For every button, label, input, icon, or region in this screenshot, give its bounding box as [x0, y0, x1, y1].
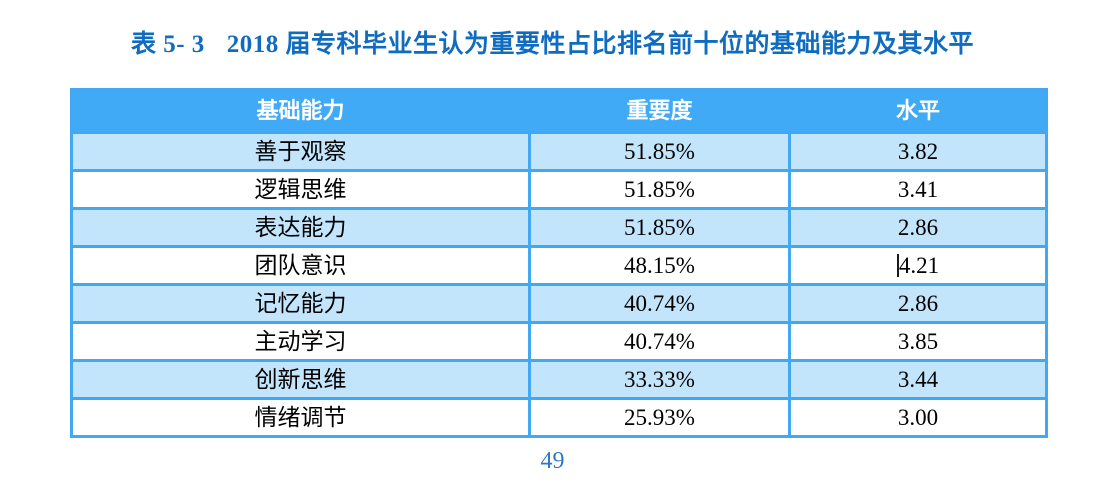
cell-ability[interactable]: 善于观察 — [73, 134, 531, 169]
cell-ability[interactable]: 团队意识 — [73, 248, 531, 283]
cell-level[interactable]: 3.82 — [897, 139, 939, 164]
cell-level[interactable]: 3.44 — [897, 367, 939, 392]
cell-ability[interactable]: 主动学习 — [73, 324, 531, 359]
cell-importance[interactable]: 51.85% — [531, 134, 791, 169]
cell-level[interactable]: 2.86 — [897, 291, 939, 316]
table-caption: 表 5- 3 2018 届专科毕业生认为重要性占比排名前十位的基础能力及其水平 — [0, 24, 1105, 60]
table-row: 创新思维 33.33% 3.44 — [73, 359, 1045, 397]
cell-level[interactable]: 3.85 — [897, 329, 939, 354]
ability-table: 基础能力 重要度 水平 善于观察 51.85% 3.82 逻辑思维 51.85% 3.41… — [70, 88, 1048, 438]
column-header-importance[interactable]: 重要度 — [626, 98, 693, 123]
cell-ability[interactable]: 表达能力 — [73, 210, 531, 245]
table-body: 善于观察 51.85% 3.82 逻辑思维 51.85% 3.41 表达能力 51.85% 2.… — [73, 131, 1045, 435]
table-row: 善于观察 51.85% 3.82 — [73, 131, 1045, 169]
table-row: 记忆能力 40.74% 2.86 — [73, 283, 1045, 321]
table-header-row: 基础能力 重要度 水平 — [73, 91, 1045, 131]
cell-level[interactable]: 3.00 — [897, 405, 939, 430]
table-row: 情绪调节 25.93% 3.00 — [73, 397, 1045, 435]
cell-ability[interactable]: 情绪调节 — [73, 400, 531, 435]
text-cursor — [896, 254, 899, 278]
column-header-ability[interactable]: 基础能力 — [256, 98, 345, 123]
cell-ability[interactable]: 记忆能力 — [73, 286, 531, 321]
cell-importance[interactable]: 33.33% — [531, 362, 791, 397]
table-row: 逻辑思维 51.85% 3.41 — [73, 169, 1045, 207]
cell-level[interactable]: 3.41 — [897, 177, 939, 202]
table-row: 表达能力 51.85% 2.86 — [73, 207, 1045, 245]
page-number: 49 — [540, 448, 565, 474]
cell-importance[interactable]: 51.85% — [531, 172, 791, 207]
table-caption-number: 表 5- 3 — [130, 31, 205, 58]
cell-importance[interactable]: 40.74% — [531, 324, 791, 359]
cell-level[interactable]: 4.21 — [896, 253, 940, 278]
cell-importance[interactable]: 51.85% — [531, 210, 791, 245]
cell-ability[interactable]: 创新思维 — [73, 362, 531, 397]
column-header-level[interactable]: 水平 — [895, 98, 940, 123]
cell-importance[interactable]: 25.93% — [531, 400, 791, 435]
cell-level[interactable]: 2.86 — [897, 215, 939, 240]
table-row: 主动学习 40.74% 3.85 — [73, 321, 1045, 359]
cell-ability[interactable]: 逻辑思维 — [73, 172, 531, 207]
table-caption-text: 2018 届专科毕业生认为重要性占比排名前十位的基础能力及其水平 — [226, 31, 975, 58]
cell-importance[interactable]: 48.15% — [531, 248, 791, 283]
cell-importance[interactable]: 40.74% — [531, 286, 791, 321]
table-row: 团队意识 48.15% 4.21 — [73, 245, 1045, 283]
